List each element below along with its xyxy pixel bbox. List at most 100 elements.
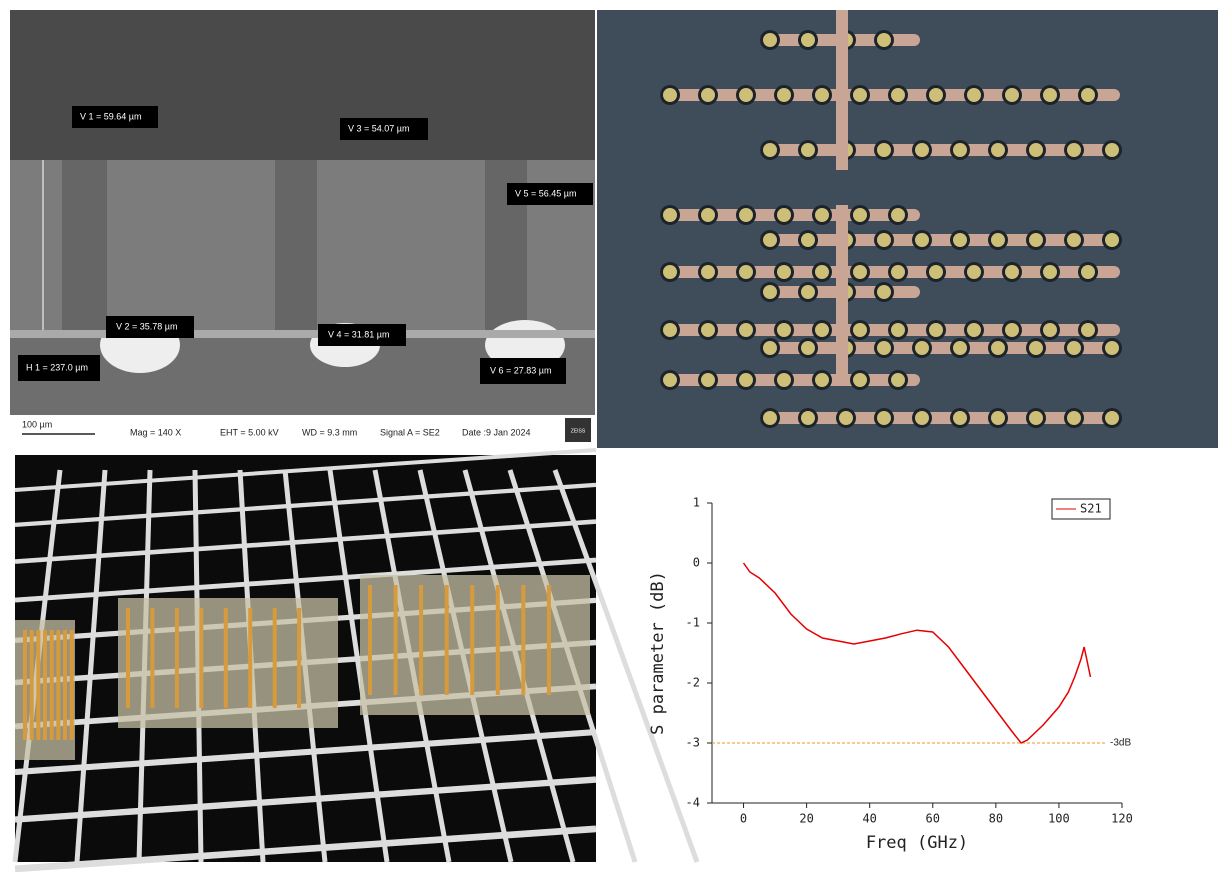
pad [891, 265, 905, 279]
grid-bar [74, 469, 108, 863]
pad [1005, 88, 1019, 102]
x-tick-label: 60 [926, 812, 940, 826]
chip-trace [223, 608, 228, 708]
pad [801, 143, 815, 157]
pad [953, 341, 967, 355]
pad [1029, 411, 1043, 425]
x-tick-label: 0 [740, 812, 747, 826]
pad [891, 373, 905, 387]
logo: ZEISS [571, 428, 586, 434]
grid-bar [14, 825, 597, 873]
pad [663, 208, 677, 222]
pad [763, 233, 777, 247]
chip-trace [23, 630, 27, 740]
measurement: V 5 = 56.45 µm [515, 188, 576, 198]
pad [763, 411, 777, 425]
pad [1105, 411, 1119, 425]
pad [877, 233, 891, 247]
pad [991, 411, 1005, 425]
chip-trace [393, 585, 398, 695]
chip-trace [56, 630, 61, 740]
pad [853, 373, 867, 387]
y-tick-label: -3 [686, 736, 700, 750]
measurement: V 4 = 31.81 µm [328, 329, 389, 339]
chip-trace [49, 630, 54, 740]
date: Date :9 Jan 2024 [462, 427, 531, 437]
pad [815, 373, 829, 387]
pad [953, 233, 967, 247]
logo-box [565, 418, 591, 442]
y-tick-label: 1 [693, 496, 700, 510]
grid-bar [14, 557, 597, 603]
mag: Mag = 140 X [130, 427, 181, 437]
chip-trace [470, 585, 475, 695]
chip-trace [297, 608, 302, 708]
chip-trace [248, 608, 253, 708]
chip [118, 598, 338, 728]
pad [915, 143, 929, 157]
pad [853, 265, 867, 279]
pad [777, 373, 791, 387]
pad [877, 341, 891, 355]
wd: WD = 9.3 mm [302, 427, 357, 437]
pad [853, 208, 867, 222]
pad [915, 233, 929, 247]
chip [360, 575, 590, 715]
chip-trace [495, 585, 500, 695]
pad [953, 143, 967, 157]
chip-trace [126, 608, 130, 708]
pad [1081, 323, 1095, 337]
chip-trace [272, 608, 277, 708]
grid-bar [14, 448, 597, 492]
pad [1029, 233, 1043, 247]
eht: EHT = 5.00 kV [220, 427, 279, 437]
pad [891, 323, 905, 337]
chart-panel: Freq (GHz) S parameter (dB) 0 20 40 60 80 100… [648, 496, 1133, 854]
chip-trace [150, 608, 155, 708]
y-tick-label: 0 [693, 556, 700, 570]
chip-trace [199, 608, 204, 708]
pad [739, 208, 753, 222]
sem-panel: V 1 = 59.64 µm V 3 = 54.07 µm V 5 = 56.4… [10, 10, 595, 445]
label-box [18, 355, 100, 381]
chip-trace [444, 585, 449, 695]
pad [1081, 88, 1095, 102]
label-box [507, 183, 593, 205]
pad [853, 323, 867, 337]
chip-trace [419, 585, 424, 695]
pad [1067, 143, 1081, 157]
pad [1043, 323, 1057, 337]
pad [663, 88, 677, 102]
pad [777, 323, 791, 337]
pad [739, 373, 753, 387]
grid-bar [14, 729, 597, 776]
x-tick-label: 40 [862, 812, 876, 826]
x-tick-label: 120 [1111, 812, 1133, 826]
chip-trace [36, 630, 41, 740]
pad [953, 411, 967, 425]
sem-info-bar [10, 415, 595, 445]
pad [1005, 323, 1019, 337]
pad [929, 88, 943, 102]
pad [739, 323, 753, 337]
label-box [318, 324, 406, 346]
pad [991, 233, 1005, 247]
sem-labels: V 1 = 59.64 µm V 3 = 54.07 µm V 5 = 56.4… [18, 106, 593, 384]
measurement: V 1 = 59.64 µm [80, 111, 141, 121]
pad [763, 341, 777, 355]
pad [853, 88, 867, 102]
grid-bar [14, 519, 597, 564]
pad [967, 88, 981, 102]
signal: Signal A = SE2 [380, 427, 440, 437]
pad [891, 88, 905, 102]
photo-panel [12, 448, 700, 873]
legend-box [1051, 498, 1111, 520]
pad [777, 208, 791, 222]
pad [663, 323, 677, 337]
label-box [106, 316, 194, 338]
pad [777, 88, 791, 102]
pad [701, 88, 715, 102]
trace [836, 205, 848, 380]
optical-panel [597, 10, 1218, 448]
